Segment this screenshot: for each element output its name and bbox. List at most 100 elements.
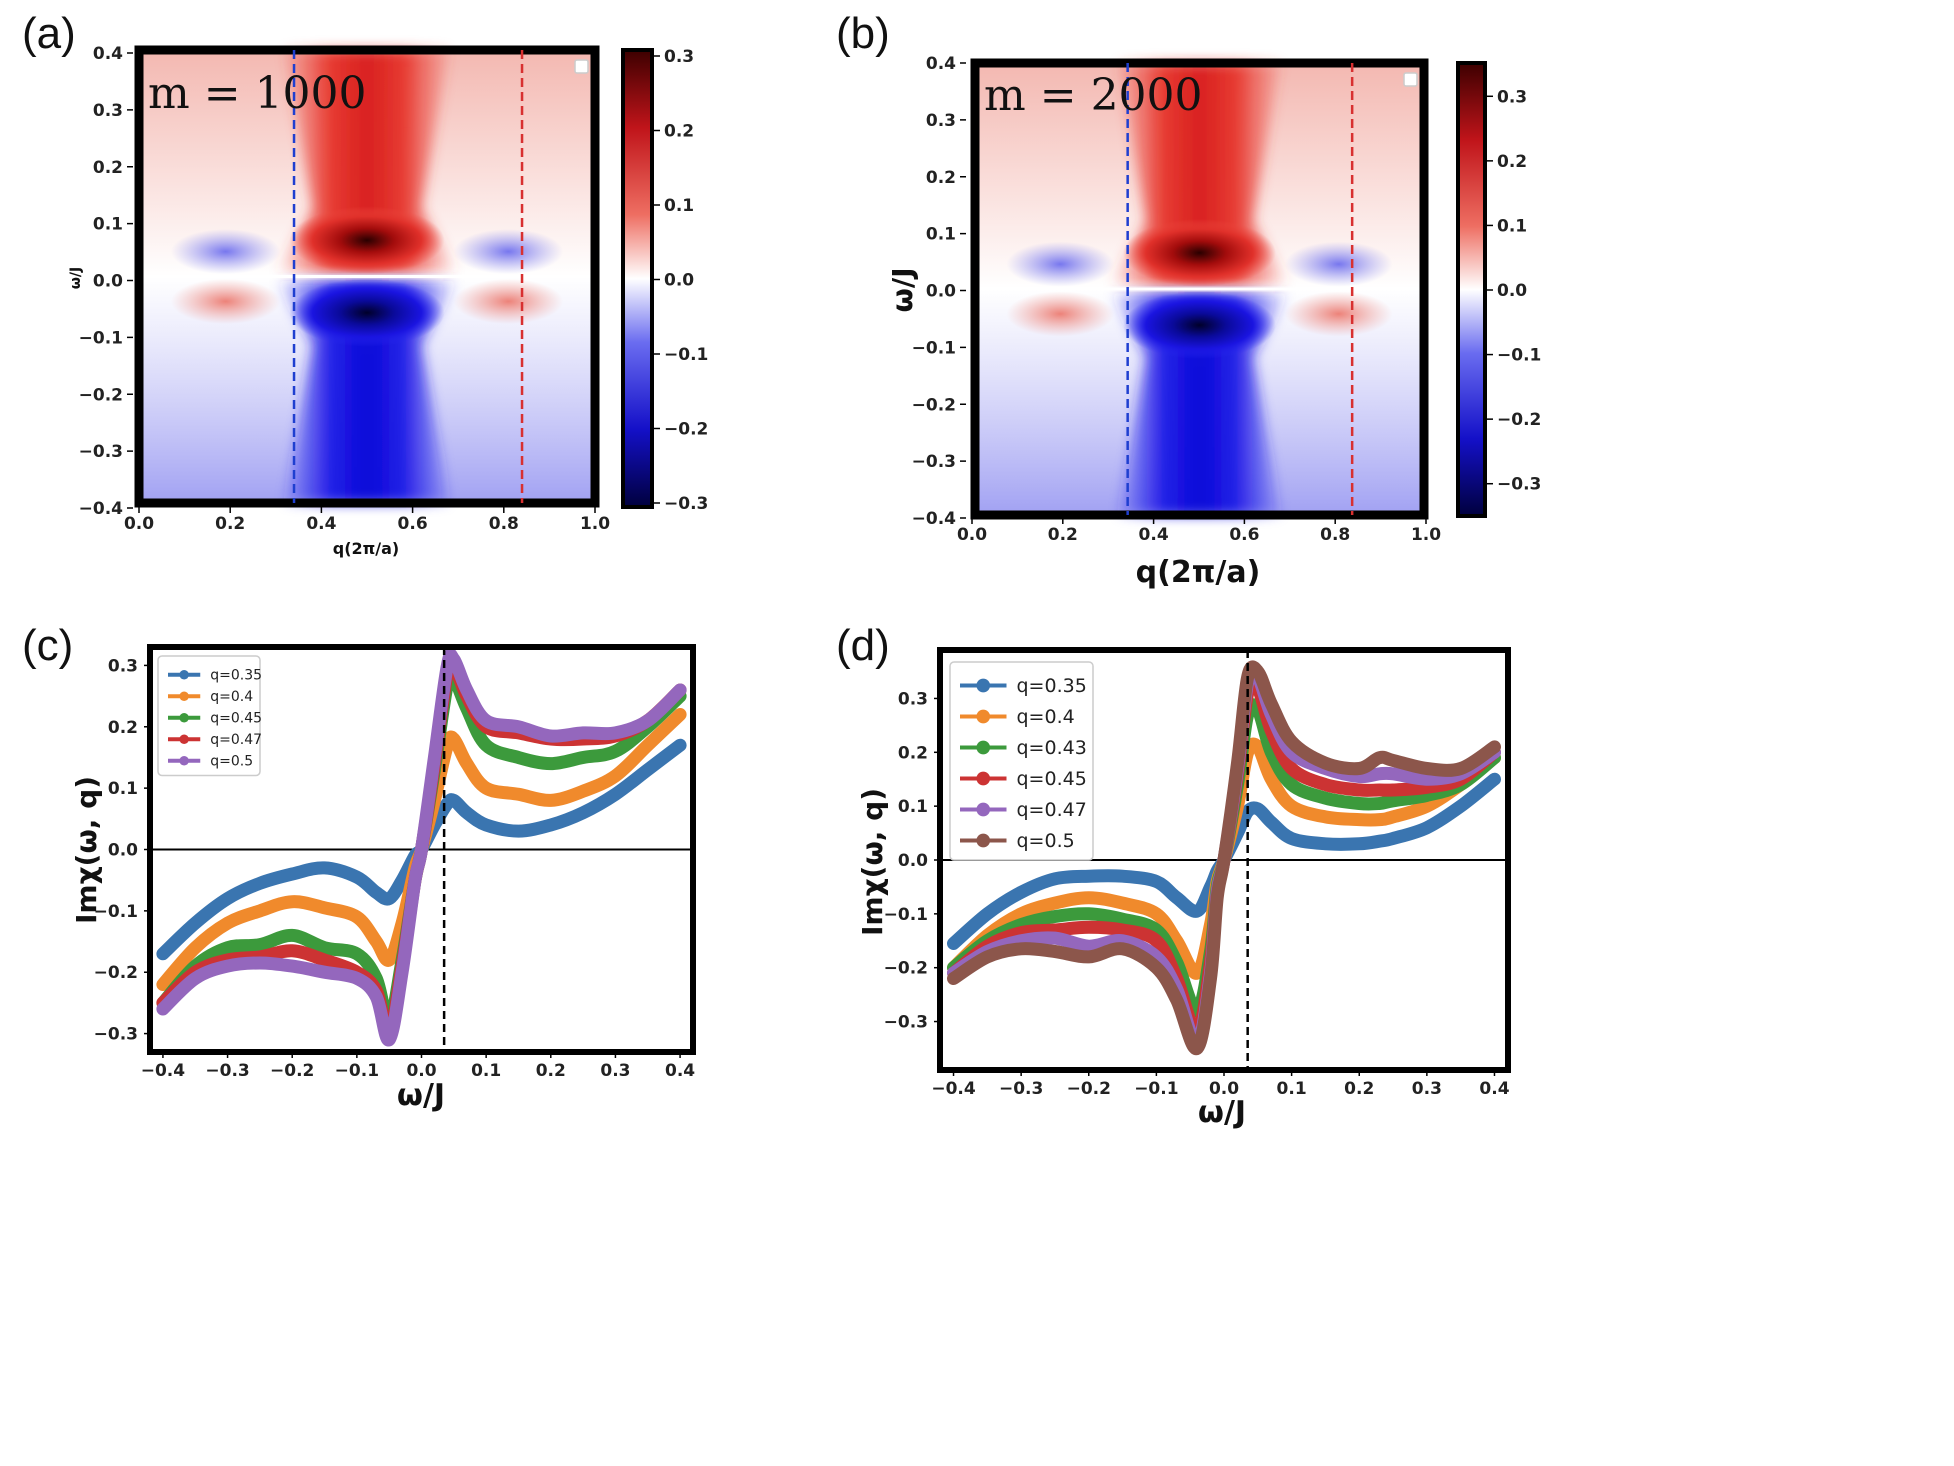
colorbar-tick-label: −0.2 bbox=[664, 420, 708, 440]
legend-box-b bbox=[1403, 72, 1418, 87]
legend-swatch-marker bbox=[179, 756, 189, 766]
legend-entry-label: q=0.47 bbox=[1017, 799, 1087, 821]
panel-a: (a) m = 1000 0.0 0.2 0.4 0.6 0.8 1.0 0.40.30.… bbox=[22, 9, 708, 558]
y-tick-label: −0.1 bbox=[884, 905, 928, 925]
yticks-c: 0.3 0.2 0.1 0.0 −0.1 −0.2 −0.3 bbox=[94, 656, 150, 1045]
y-tick-label: 0.1 bbox=[108, 779, 138, 799]
x-tick-label: 0.8 bbox=[489, 514, 519, 534]
colorbar-tick-label: −0.1 bbox=[1497, 346, 1541, 366]
heat-zero-line-core bbox=[975, 287, 1424, 291]
colorbar-ticks-a: 0.3 0.2 0.1 0.0 −0.1 −0.2 −0.3 bbox=[654, 47, 708, 514]
heat-red-core bbox=[289, 206, 445, 275]
legend-swatch-marker bbox=[179, 713, 189, 723]
x-tick-label: 0.0 bbox=[124, 514, 154, 534]
panel-d: (d) −0.4 −0.3 −0.2 −0.1 0.0 0.1 0.2 0.3 0.4 0.30… bbox=[836, 621, 1511, 1130]
xticks-b: 0.0 0.2 0.4 0.6 0.8 1.0 bbox=[957, 518, 1441, 545]
heat-red-core bbox=[1123, 218, 1276, 287]
legend-entry-label: q=0.35 bbox=[210, 668, 262, 684]
panel-c: (c) −0.4 −0.3 −0.2 −0.1 0.0 0.1 0.2 0.3 0.4 0.30… bbox=[22, 621, 696, 1113]
y-tick-label: 0.2 bbox=[108, 718, 138, 738]
y-tick-label: 0.1 bbox=[898, 797, 928, 817]
y-tick-label: 0.2 bbox=[93, 158, 123, 178]
line-plot-c bbox=[150, 647, 693, 1052]
y-tick-label: −0.2 bbox=[884, 959, 928, 979]
y-tick-label: 0.0 bbox=[108, 841, 138, 861]
xticks-d: −0.4 −0.3 −0.2 −0.1 0.0 0.1 0.2 0.3 0.4 bbox=[931, 1070, 1510, 1099]
x-tick-label: 0.0 bbox=[406, 1061, 436, 1081]
axes-frame-a bbox=[134, 45, 600, 508]
panel-label-c: (c) bbox=[22, 621, 73, 670]
xlabel-a: q(2π/a) bbox=[333, 539, 400, 558]
x-tick-label: 0.2 bbox=[1048, 525, 1078, 545]
annotation-b: m = 2000 bbox=[984, 70, 1203, 121]
heat-zero-line-core bbox=[139, 275, 595, 278]
colorbar-tick-label: 0.2 bbox=[1497, 152, 1527, 172]
colorbar-tick-label: 0.3 bbox=[664, 47, 694, 67]
panel-b: (b) m = 2000 0.0 0.2 0.4 0.6 0.8 1.0 0.40.30.… bbox=[836, 9, 1541, 590]
x-tick-label: 0.1 bbox=[1277, 1079, 1307, 1099]
x-tick-label: 0.4 bbox=[665, 1061, 695, 1081]
legend-entry-label: q=0.43 bbox=[1017, 737, 1087, 759]
legend-swatch-marker bbox=[976, 740, 991, 755]
x-tick-label: −0.4 bbox=[141, 1061, 186, 1081]
y-tick-label: −0.3 bbox=[94, 1025, 138, 1045]
y-tick-label: −0.1 bbox=[79, 328, 123, 348]
heat-side-red-left bbox=[1006, 291, 1115, 337]
y-tick-label: −0.2 bbox=[94, 963, 138, 983]
series-line bbox=[947, 660, 1501, 1056]
legend-c: q=0.35 q=0.4 q=0.45 q=0.47 q=0.5 bbox=[157, 655, 262, 777]
x-tick-label: 0.0 bbox=[957, 525, 987, 545]
y-tick-label: 0.3 bbox=[93, 101, 123, 121]
xlabel-c: ω/J bbox=[397, 1078, 445, 1113]
legend-swatch-marker bbox=[976, 802, 991, 817]
panel-label-d: (d) bbox=[836, 621, 890, 670]
legend-entry-label: q=0.5 bbox=[1017, 830, 1075, 852]
heatmap-image-a bbox=[139, 50, 595, 503]
colorbar-tick-label: −0.3 bbox=[664, 494, 708, 514]
y-tick-label: −0.2 bbox=[79, 385, 123, 405]
yticks-b: 0.4 0.3 0.2 0.1 0.0 −0.1 −0.2 −0.3 −0.4 bbox=[912, 54, 966, 529]
legend-d: q=0.35 q=0.4 q=0.43 q=0.45 q=0.47 q=0.5 bbox=[949, 661, 1094, 861]
colorbar-ticks-b: 0.3 0.2 0.1 0.0 −0.1 −0.2 −0.3 bbox=[1487, 87, 1541, 495]
x-tick-label: 0.8 bbox=[1320, 525, 1350, 545]
y-tick-label: 0.2 bbox=[926, 168, 956, 188]
yticks-a: 0.4 0.3 0.2 0.1 0.0 −0.1 −0.2 −0.3 −0.4 bbox=[79, 44, 133, 519]
legend-entry-label: q=0.35 bbox=[1017, 675, 1087, 697]
y-tick-label: 0.4 bbox=[926, 54, 956, 74]
x-tick-label: 0.4 bbox=[1139, 525, 1169, 545]
heat-side-red-right bbox=[1284, 291, 1393, 337]
legend-swatch-marker bbox=[179, 670, 189, 680]
heat-side-red-left bbox=[170, 278, 281, 325]
y-tick-label: −0.4 bbox=[912, 509, 957, 529]
x-tick-label: 0.0 bbox=[1209, 1079, 1239, 1099]
y-tick-label: 0.3 bbox=[108, 656, 138, 676]
x-tick-label: 0.3 bbox=[1412, 1079, 1442, 1099]
series-line bbox=[156, 648, 687, 1047]
x-tick-label: 0.3 bbox=[600, 1061, 630, 1081]
legend-swatch-marker bbox=[976, 771, 991, 786]
x-tick-label: 0.2 bbox=[1344, 1079, 1374, 1099]
colorbar-tick-label: 0.1 bbox=[664, 196, 694, 216]
x-tick-label: 0.4 bbox=[306, 514, 336, 534]
ylabel-d: Imχ(ω, q) bbox=[856, 788, 889, 936]
colorbar-tick-label: 0.3 bbox=[1497, 87, 1527, 107]
x-tick-label: −0.1 bbox=[335, 1061, 379, 1081]
y-tick-label: −0.3 bbox=[912, 452, 956, 472]
xlabel-d: ω/J bbox=[1198, 1095, 1246, 1130]
y-tick-label: −0.1 bbox=[94, 902, 138, 922]
legend-box-a bbox=[574, 59, 589, 74]
legend-entry-label: q=0.45 bbox=[210, 711, 262, 727]
legend-entry-label: q=0.4 bbox=[210, 689, 253, 705]
y-tick-label: −0.1 bbox=[912, 338, 956, 358]
heat-side-blue-right bbox=[453, 228, 564, 275]
heat-side-red-right bbox=[453, 278, 564, 325]
y-tick-label: 0.0 bbox=[93, 272, 123, 292]
x-tick-label: −0.4 bbox=[931, 1079, 976, 1099]
annotation-a: m = 1000 bbox=[148, 68, 367, 119]
y-tick-label: 0.3 bbox=[926, 111, 956, 131]
x-tick-label: 0.6 bbox=[398, 514, 428, 534]
yticks-d: 0.3 0.2 0.1 0.0 −0.1 −0.2 −0.3 bbox=[884, 689, 940, 1033]
x-tick-label: −0.2 bbox=[270, 1061, 314, 1081]
xlabel-b: q(2π/a) bbox=[1136, 555, 1261, 590]
legend-entry-label: q=0.5 bbox=[210, 754, 253, 770]
